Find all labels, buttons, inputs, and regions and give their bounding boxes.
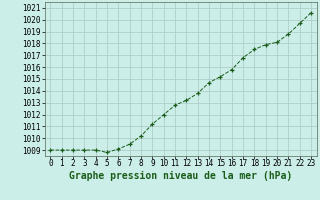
- X-axis label: Graphe pression niveau de la mer (hPa): Graphe pression niveau de la mer (hPa): [69, 171, 292, 181]
